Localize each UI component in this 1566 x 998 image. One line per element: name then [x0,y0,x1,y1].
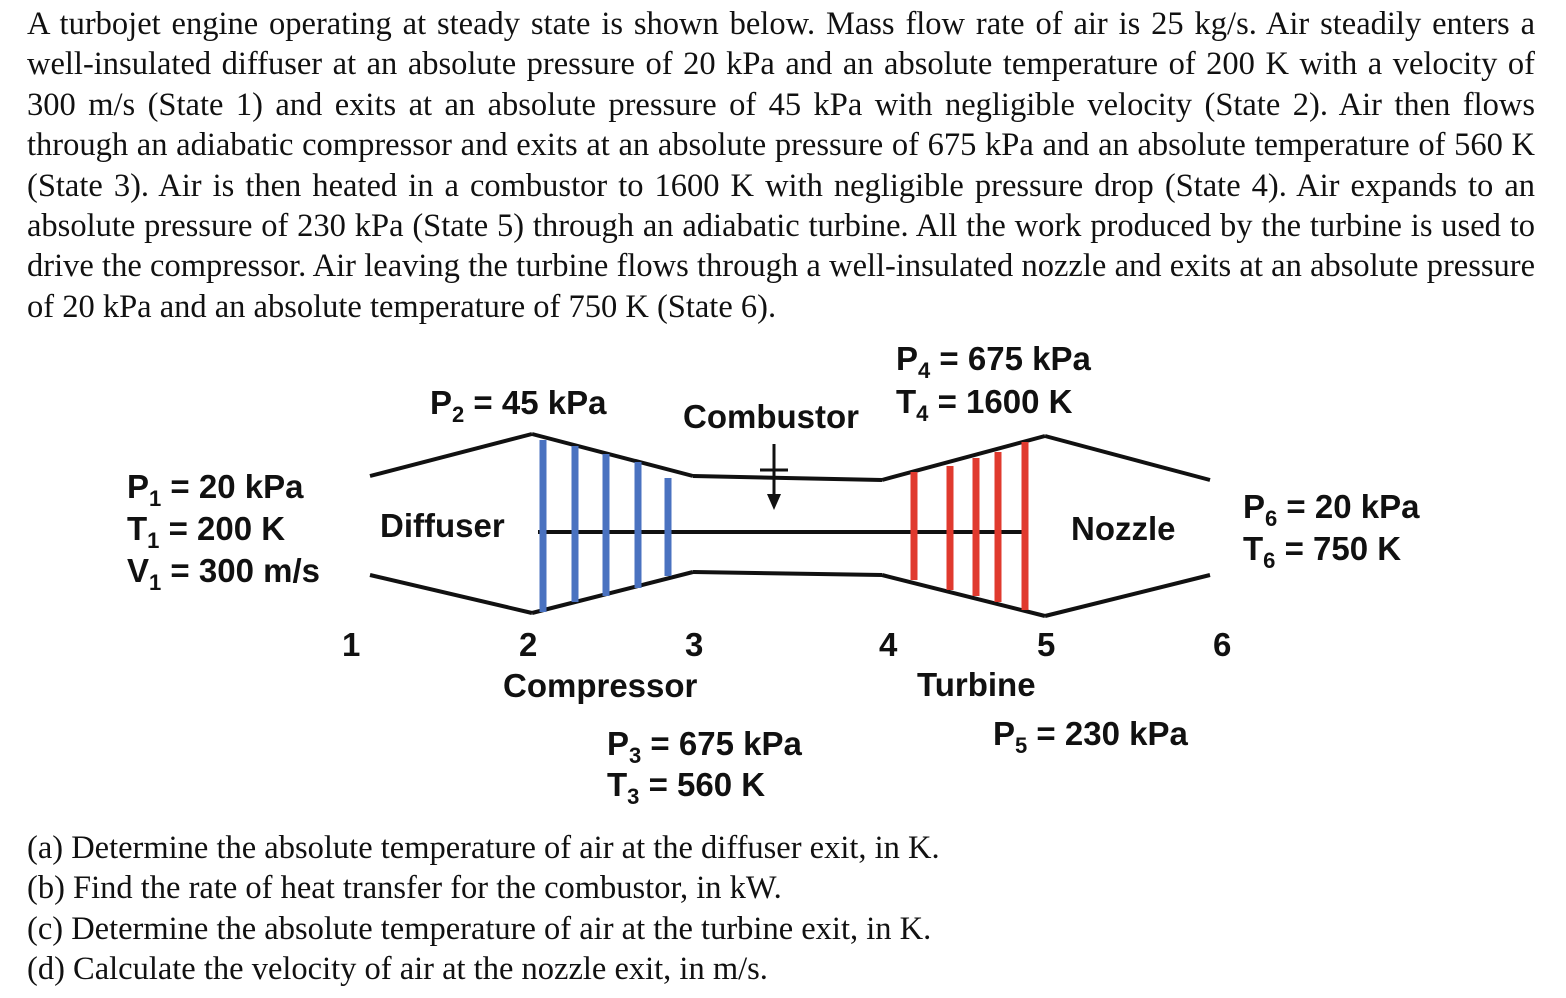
compressor-blades [539,440,672,612]
combustor-label: Combustor [683,398,859,435]
station-6-number: 6 [1213,626,1231,663]
combustor-top-wall [692,474,883,482]
question-b: (b) Find the rate of heat transfer for t… [27,870,782,907]
state6-pressure-label: P6 = 20 kPa [1243,488,1420,531]
diffuser-bottom-wall [369,573,533,615]
compressor-label: Compressor [503,667,698,704]
nozzle-bottom-wall [1044,573,1211,618]
state4-temperature-label: T4 = 1600 K [896,383,1073,426]
station-5-number: 5 [1037,626,1055,663]
state5-pressure-label: P5 = 230 kPa [993,715,1188,758]
nozzle-label: Nozzle [1071,510,1176,547]
compressor-bottom-wall [531,570,694,615]
turbine-label: Turbine [917,666,1036,703]
turbine-bottom-wall [881,573,1046,618]
diffuser-top-wall [369,432,533,478]
station-2-number: 2 [519,626,537,663]
questions-list: (a) Determine the absolute temperature o… [27,828,940,990]
station-1-number: 1 [342,626,360,663]
station-4-number: 4 [879,626,898,663]
state3-pressure-label: P3 = 675 kPa [607,725,802,768]
turbine-top-wall [881,434,1046,482]
engine-outline [369,432,1211,618]
state4-pressure-label: P4 = 675 kPa [896,340,1091,383]
state1-temperature-label: T1 = 200 K [127,510,285,553]
state1-pressure-label: P1 = 20 kPa [127,468,304,511]
diffuser-label: Diffuser [380,507,505,544]
station-3-number: 3 [685,626,703,663]
state3-temperature-label: T3 = 560 K [607,766,765,809]
state1-velocity-label: V1 = 300 m/s [127,552,320,595]
state6-temperature-label: T6 = 750 K [1243,530,1401,573]
question-a: (a) Determine the absolute temperature o… [27,830,940,866]
question-c: (c) Determine the absolute temperature o… [27,910,932,947]
compressor-top-wall [531,432,694,478]
question-d: (d) Calculate the velocity of air at the… [27,951,768,988]
heat-input-arrow [760,444,788,510]
turbine-blades [910,442,1029,610]
state2-pressure-label: P2 = 45 kPa [430,384,607,427]
nozzle-top-wall [1044,434,1211,482]
combustor-bottom-wall [692,570,883,577]
problem-statement: A turbojet engine operating at steady st… [27,6,1535,325]
